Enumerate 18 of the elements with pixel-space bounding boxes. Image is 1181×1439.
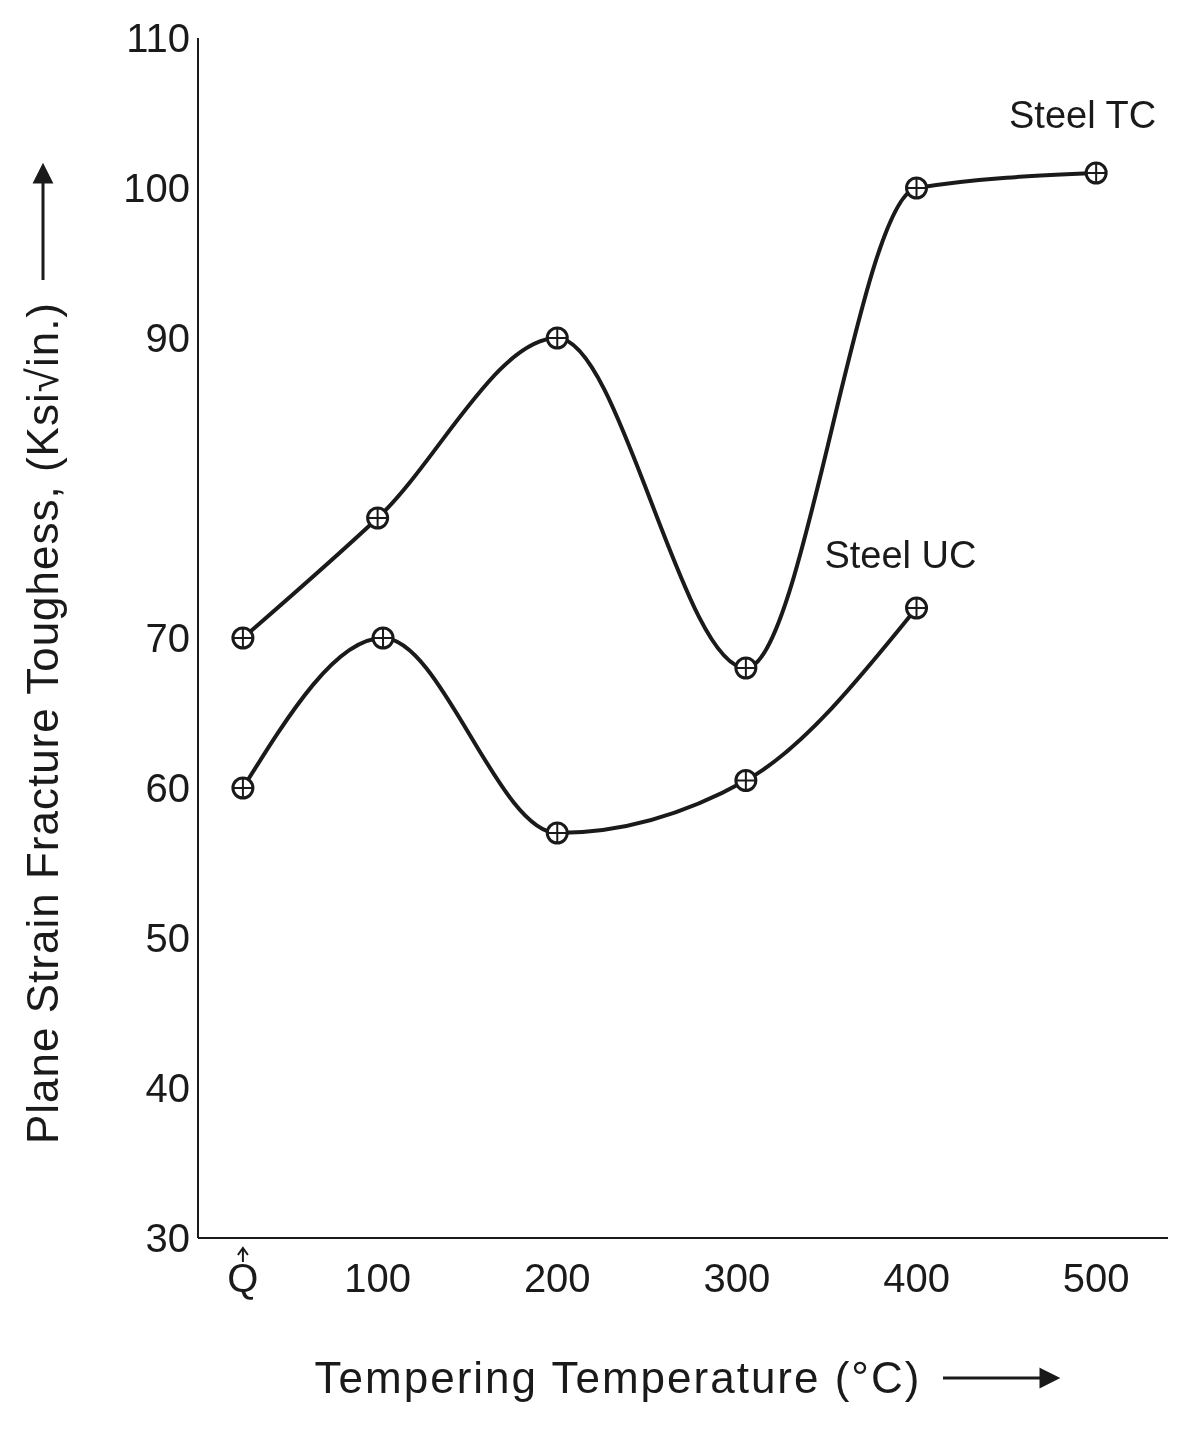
y-tick-label: 110	[126, 16, 190, 61]
y-tick-label: 70	[145, 616, 190, 661]
x-tick-label: 300	[703, 1256, 771, 1300]
x-tick-label: 400	[883, 1256, 950, 1300]
y-tick-label: 90	[145, 316, 190, 361]
x-axis-title: Tempering Temperature (°C)	[314, 1353, 922, 1403]
y-tick-label: 60	[145, 766, 190, 811]
y-tick-label: 30	[145, 1216, 190, 1261]
series-label: Steel TC	[1009, 94, 1157, 136]
y-axis-title: Plane Strain Fracture Toughess, (Ksi√in.)	[18, 301, 68, 1145]
x-tick-label: 100	[344, 1256, 411, 1300]
y-tick-label: 40	[145, 1066, 190, 1111]
y-tick-label: 100	[123, 166, 190, 211]
x-tick-label: 200	[523, 1256, 591, 1300]
series-label: Steel UC	[824, 534, 977, 576]
y-tick-label: 50	[145, 916, 190, 961]
x-tick-label: Q	[227, 1256, 259, 1300]
x-tick-label: 500	[1062, 1256, 1130, 1300]
